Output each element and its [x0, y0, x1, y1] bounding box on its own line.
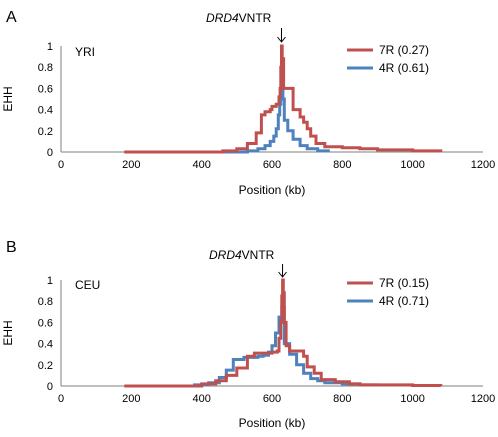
- y-tick-label: 0.6: [38, 317, 53, 329]
- legend-a: 7R (0.27) 4R (0.61): [347, 43, 429, 75]
- vntr-arrow-head-a: [277, 36, 286, 43]
- legend-label-4r: 4R (0.71): [379, 294, 429, 308]
- series-line-7r: [124, 44, 443, 154]
- y-tick-label: 0: [47, 147, 53, 159]
- x-tick-label: 0: [58, 393, 64, 405]
- population-label-b: CEU: [75, 278, 100, 292]
- legend-label-7r: 7R (0.27): [379, 43, 429, 57]
- y-tick-label: 0.2: [38, 126, 53, 138]
- x-tick-label: 800: [333, 159, 351, 171]
- x-tick-label: 400: [192, 159, 210, 171]
- x-tick-label: 600: [263, 393, 281, 405]
- y-axis-label-a: EHH: [1, 86, 15, 111]
- vntr-annotation-gene-a: DRD4: [206, 11, 239, 25]
- y-tick-label: 0.4: [38, 105, 53, 117]
- y-tick-label: 0: [47, 381, 53, 393]
- y-ticks-a: 0 0.2 0.4 0.6 0.8 1: [38, 41, 53, 159]
- series-line-4r: [201, 84, 330, 154]
- x-ticks-b: 0 200 400 600 800 1000 1200: [58, 393, 495, 405]
- y-tick-label: 0.8: [38, 296, 53, 308]
- x-tick-label: 1000: [400, 393, 424, 405]
- legend-label-7r: 7R (0.15): [379, 276, 429, 290]
- y-tick-label: 0.4: [38, 339, 53, 351]
- vntr-annotation-a: DRD4VNTR: [206, 11, 272, 25]
- x-tick-label: 400: [192, 393, 210, 405]
- x-tick-label: 800: [333, 393, 351, 405]
- x-tick-label: 0: [58, 159, 64, 171]
- panel-b: B CEU DRD4VNTR EHH 0 0.2 0.4 0.6 0.8 1 0…: [1, 239, 495, 430]
- x-tick-label: 200: [122, 393, 140, 405]
- y-ticks-b: 0 0.2 0.4 0.6 0.8 1: [38, 275, 53, 393]
- vntr-annotation-rest-a: VNTR: [239, 11, 272, 25]
- series-line-4r: [180, 305, 379, 388]
- x-tick-label: 200: [122, 159, 140, 171]
- x-axis-label-a: Position (kb): [239, 183, 306, 197]
- x-ticks-a: 0 200 400 600 800 1000 1200: [58, 159, 495, 171]
- vntr-annotation-b: DRD4VNTR: [209, 248, 275, 262]
- panel-a: A YRI DRD4VNTR EHH 0 0.2 0.4 0.6 0.8 1 0…: [1, 9, 495, 197]
- y-tick-label: 0.6: [38, 83, 53, 95]
- vntr-annotation-rest-b: VNTR: [242, 248, 275, 262]
- legend-label-4r: 4R (0.61): [379, 61, 429, 75]
- y-tick-label: 1: [47, 41, 53, 53]
- vntr-annotation-gene-b: DRD4: [209, 248, 242, 262]
- x-tick-label: 1200: [471, 159, 495, 171]
- vntr-arrow-head-b: [278, 271, 287, 278]
- y-tick-label: 0.2: [38, 360, 53, 372]
- x-tick-label: 600: [263, 159, 281, 171]
- x-axis-label-b: Position (kb): [239, 416, 306, 430]
- panel-label-b: B: [6, 239, 17, 256]
- y-axis-label-b: EHH: [1, 320, 15, 345]
- y-tick-label: 0.8: [38, 62, 53, 74]
- x-tick-label: 1000: [400, 159, 424, 171]
- y-tick-label: 1: [47, 275, 53, 287]
- x-tick-label: 1200: [471, 393, 495, 405]
- series-line-7r: [124, 278, 443, 388]
- panel-label-a: A: [6, 9, 17, 26]
- legend-b: 7R (0.15) 4R (0.71): [347, 276, 429, 308]
- population-label-a: YRI: [75, 45, 95, 59]
